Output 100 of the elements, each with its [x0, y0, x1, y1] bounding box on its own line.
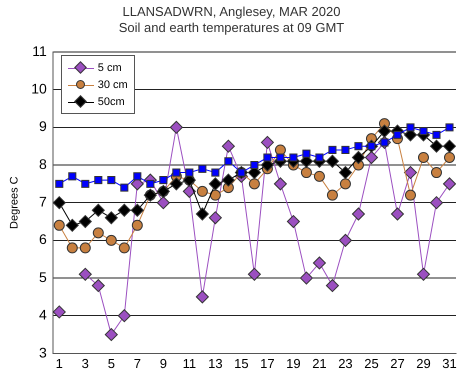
x-tick-label: 15	[234, 356, 249, 371]
point	[132, 220, 143, 231]
y-tick-label: 3	[38, 344, 47, 360]
point	[326, 190, 338, 201]
point	[300, 272, 313, 285]
point	[289, 153, 298, 162]
point	[274, 177, 287, 190]
point	[328, 146, 336, 154]
legend-label: 5 cm	[98, 62, 122, 74]
point	[276, 153, 284, 162]
y-tick-label: 6	[38, 231, 47, 248]
point	[104, 211, 118, 224]
point	[430, 140, 443, 153]
point	[263, 153, 272, 162]
y-tick-label: 4	[38, 306, 47, 323]
point	[286, 215, 300, 228]
x-tick-label: 27	[390, 356, 405, 371]
point	[354, 142, 362, 150]
x-tick-label: 25	[364, 356, 379, 371]
point	[196, 208, 209, 221]
point	[222, 174, 235, 187]
point	[196, 290, 209, 304]
point	[78, 268, 92, 281]
point	[172, 168, 180, 177]
point	[208, 211, 222, 224]
point	[418, 152, 429, 163]
point	[430, 167, 442, 178]
point	[352, 208, 365, 221]
point	[364, 150, 378, 164]
point	[92, 204, 105, 217]
point	[170, 120, 183, 134]
point	[445, 123, 454, 132]
point	[250, 160, 258, 170]
point	[248, 178, 260, 190]
point	[185, 168, 194, 177]
point	[432, 130, 441, 139]
y-tick-label: 5	[38, 268, 47, 285]
point	[314, 170, 325, 182]
point	[222, 140, 235, 153]
point	[118, 309, 131, 322]
point	[224, 157, 232, 166]
point	[340, 178, 351, 190]
point	[133, 172, 142, 180]
point	[378, 124, 391, 138]
point	[130, 204, 144, 217]
point	[92, 227, 104, 238]
point	[404, 190, 416, 201]
x-tick-label: 17	[260, 356, 275, 371]
point	[260, 136, 274, 149]
point	[107, 176, 116, 184]
y-tick-label: 7	[38, 194, 47, 210]
point	[208, 177, 222, 190]
point	[118, 204, 131, 217]
point	[156, 196, 170, 210]
y-tick-label: 10	[31, 80, 47, 97]
x-tick-label: 9	[160, 356, 167, 371]
point	[146, 180, 154, 188]
point	[338, 234, 352, 247]
point	[66, 242, 78, 254]
legend-label: 50cm	[98, 96, 125, 108]
point	[170, 177, 183, 190]
point	[211, 168, 220, 177]
point	[341, 146, 350, 154]
point	[68, 172, 76, 180]
point	[300, 167, 312, 178]
x-tick-label: 23	[338, 356, 353, 371]
point	[81, 180, 90, 188]
point	[390, 208, 404, 221]
point	[404, 166, 417, 180]
point	[55, 180, 64, 188]
point	[312, 256, 326, 270]
point	[326, 279, 339, 292]
point	[78, 215, 92, 228]
x-tick-label: 1	[56, 356, 63, 371]
point	[159, 176, 168, 184]
point	[393, 130, 402, 139]
x-tick-label: 29	[416, 356, 431, 371]
x-tick-label: 5	[108, 356, 115, 371]
point	[182, 184, 196, 198]
point	[92, 279, 105, 292]
point	[248, 268, 261, 281]
point	[198, 164, 206, 173]
x-tick-label: 13	[208, 356, 223, 371]
x-tick-label: 19	[286, 356, 301, 371]
point	[52, 196, 66, 210]
point	[419, 127, 428, 136]
point	[66, 218, 79, 232]
point	[442, 177, 456, 190]
point	[94, 176, 102, 184]
x-tick-label: 21	[312, 356, 327, 371]
point	[210, 190, 221, 201]
point	[315, 153, 324, 162]
y-tick-label: 11	[32, 42, 47, 59]
point	[52, 305, 66, 318]
chart-title: LLANSADWRN, Anglesey, MAR 2020	[122, 4, 342, 20]
point	[104, 328, 118, 342]
y-axis-title: Degrees C	[8, 176, 21, 229]
x-tick-label: 7	[134, 356, 141, 371]
point	[406, 123, 415, 132]
y-tick-label: 8	[38, 156, 47, 172]
